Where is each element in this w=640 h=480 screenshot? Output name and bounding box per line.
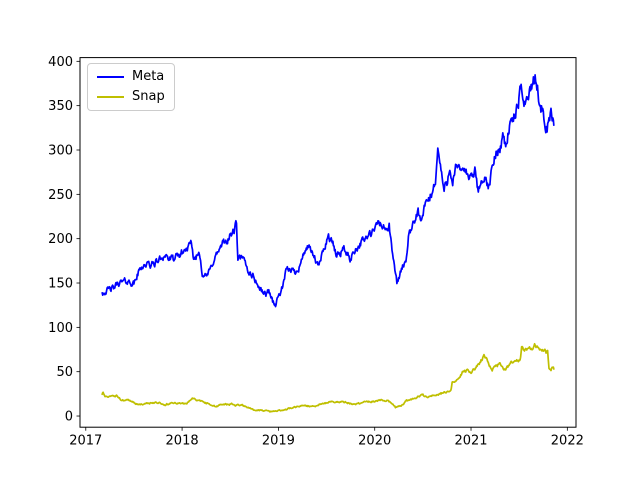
y-tick-label: 0 xyxy=(65,410,73,425)
legend: Meta Snap xyxy=(87,63,175,111)
y-tick-label: 150 xyxy=(48,277,73,292)
meta-series-line xyxy=(101,74,555,308)
y-tick-label: 100 xyxy=(48,321,73,336)
y-tick-label: 350 xyxy=(48,99,73,114)
x-tick-label: 2021 xyxy=(454,434,487,449)
legend-entry-snap: Snap xyxy=(97,88,165,106)
legend-label-snap: Snap xyxy=(132,89,165,104)
series-lines xyxy=(101,74,555,413)
plot-border xyxy=(79,57,577,428)
x-tick-label: 2018 xyxy=(166,434,199,449)
x-tick-label: 2022 xyxy=(551,434,584,449)
x-tick-label: 2020 xyxy=(358,434,391,449)
x-tick-label: 2017 xyxy=(69,434,102,449)
x-tick-label: 2019 xyxy=(262,434,295,449)
meta-line-sample xyxy=(97,76,124,78)
y-axis: 0 50 100 150 200 250 300 350 400 xyxy=(48,55,80,425)
x-axis: 2017 2018 2019 2020 2021 2022 xyxy=(69,427,584,449)
y-tick-label: 300 xyxy=(48,144,73,159)
y-tick-label: 400 xyxy=(48,55,73,70)
legend-label-meta: Meta xyxy=(132,69,165,84)
y-tick-label: 250 xyxy=(48,188,73,203)
snap-series-line xyxy=(101,342,555,413)
y-tick-label: 50 xyxy=(56,365,73,380)
y-tick-label: 200 xyxy=(48,232,73,247)
snap-line-sample xyxy=(97,96,124,98)
legend-entry-meta: Meta xyxy=(97,68,165,86)
